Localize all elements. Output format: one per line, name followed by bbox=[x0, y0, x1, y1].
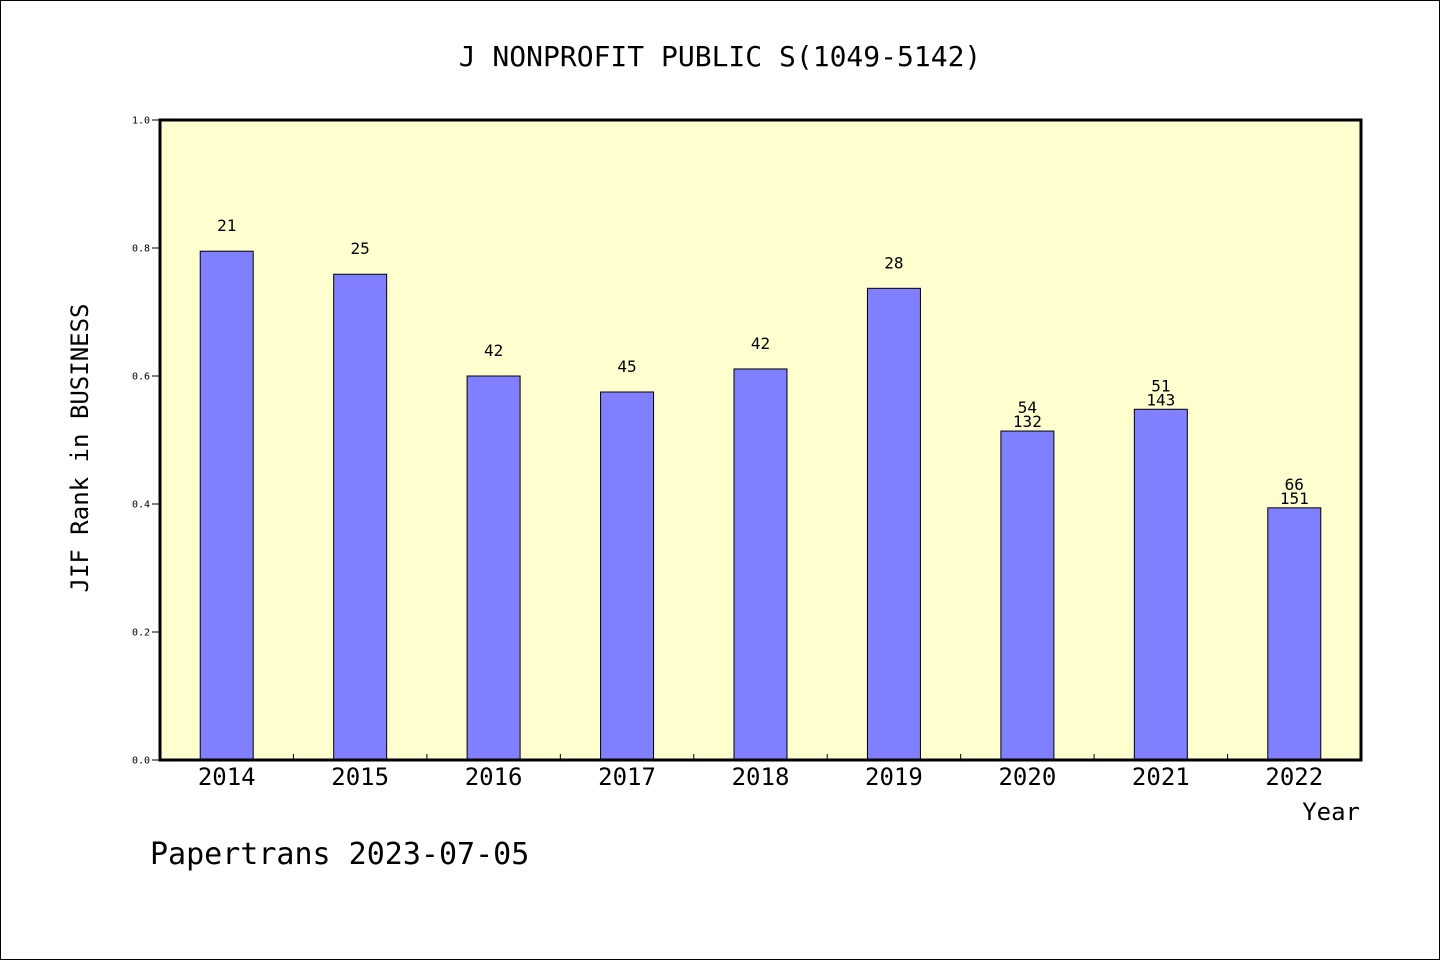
x-tick-label: 2016 bbox=[465, 763, 523, 791]
plot-area: 0.0 0.2 0.4 0.6 0.8 1.0 21 2014 25 2015 42 2016 45 20… bbox=[132, 116, 1363, 791]
bar-2016 bbox=[466, 375, 521, 761]
bar-2014 bbox=[199, 250, 254, 761]
data-label: 143 bbox=[1146, 390, 1175, 409]
footer-credit: Papertrans 2023-07-05 bbox=[150, 837, 529, 872]
bar-2015 bbox=[333, 273, 388, 761]
plot-border bbox=[158, 118, 1363, 762]
data-label: 151 bbox=[1280, 489, 1309, 508]
x-tick-label: 2018 bbox=[732, 763, 790, 791]
x-tick-label: 2019 bbox=[865, 763, 923, 791]
bar-2019 bbox=[866, 287, 921, 761]
data-label: 28 bbox=[884, 253, 903, 272]
bar-2022 bbox=[1267, 507, 1322, 761]
data-label: 45 bbox=[617, 357, 636, 376]
x-axis-label: Year bbox=[1302, 798, 1360, 826]
data-label: 25 bbox=[351, 239, 370, 258]
x-tick-label: 2022 bbox=[1265, 763, 1323, 791]
x-tick-label: 2014 bbox=[198, 763, 256, 791]
data-label: 54 bbox=[1018, 398, 1037, 417]
y-axis-label: JIF Rank in BUSINESS bbox=[66, 304, 94, 593]
bar-2018 bbox=[733, 368, 788, 761]
bar-2021 bbox=[1133, 408, 1188, 761]
x-tick-label: 2021 bbox=[1132, 763, 1190, 791]
data-label: 51 bbox=[1151, 376, 1170, 395]
bar-2017 bbox=[600, 391, 655, 761]
data-label: 42 bbox=[484, 341, 503, 360]
y-tick-label: 0.6 bbox=[132, 372, 150, 383]
chart-title: J NONPROFIT PUBLIC S(1049-5142) bbox=[459, 40, 982, 73]
x-tick-label: 2015 bbox=[331, 763, 389, 791]
y-tick-label: 0.4 bbox=[132, 500, 150, 511]
data-label: 21 bbox=[217, 216, 236, 235]
x-tick-label: 2020 bbox=[998, 763, 1056, 791]
data-label: 42 bbox=[751, 334, 770, 353]
y-tick-label: 0.8 bbox=[132, 244, 150, 255]
bar-2020 bbox=[1000, 430, 1055, 761]
data-label: 132 bbox=[1013, 412, 1042, 431]
y-tick-label: 0.2 bbox=[132, 628, 150, 639]
data-label: 66 bbox=[1285, 475, 1304, 494]
x-tick-label: 2017 bbox=[598, 763, 656, 791]
y-tick-label: 1.0 bbox=[132, 116, 150, 127]
y-tick-label: 0.0 bbox=[132, 756, 150, 767]
